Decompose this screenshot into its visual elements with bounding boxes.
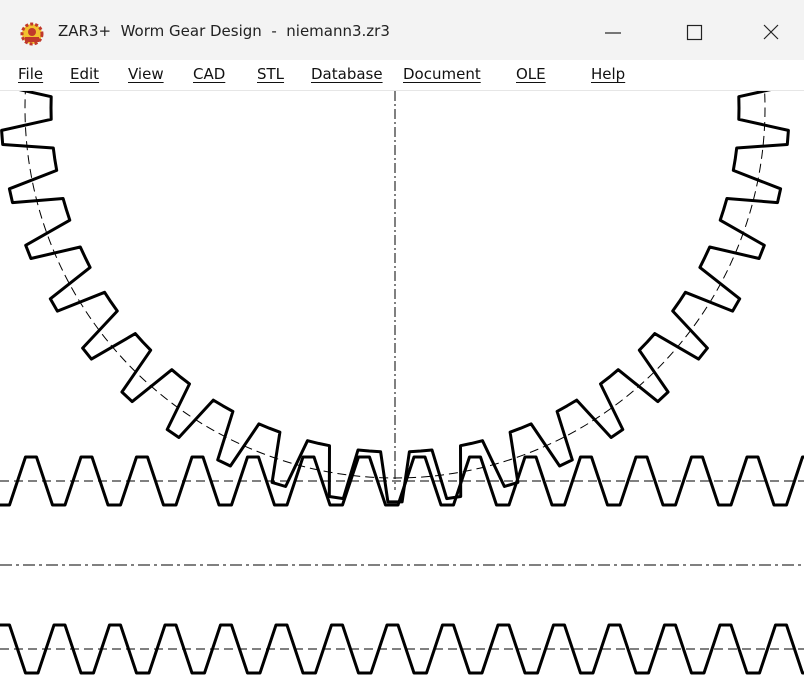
window-title: ZAR3+ Worm Gear Design - niemann3.zr3	[58, 22, 390, 40]
drawing-canvas	[0, 91, 804, 675]
maximize-button[interactable]	[686, 24, 703, 41]
close-button[interactable]	[763, 24, 779, 40]
worm-profile-top	[0, 455, 804, 507]
menu-item[interactable]: File	[18, 65, 44, 83]
worm-profile-bottom	[0, 623, 804, 675]
menu-item[interactable]: Help	[591, 65, 626, 83]
gear-profile	[0, 91, 790, 504]
menu-bar: File Edit View CAD STL Database Document OLE Hel…	[0, 60, 804, 91]
menu-item[interactable]: Database	[311, 65, 383, 83]
menu-item[interactable]: Edit	[70, 65, 100, 83]
menu-item[interactable]: Document	[403, 65, 481, 83]
menu-item[interactable]: STL	[257, 65, 285, 83]
title-bar: ZAR3+ Worm Gear Design - niemann3.zr3	[0, 0, 804, 60]
app-icon	[20, 22, 44, 46]
menu-item[interactable]: OLE	[516, 65, 546, 83]
menu-item[interactable]: View	[128, 65, 164, 83]
menu-item[interactable]: CAD	[193, 65, 226, 83]
